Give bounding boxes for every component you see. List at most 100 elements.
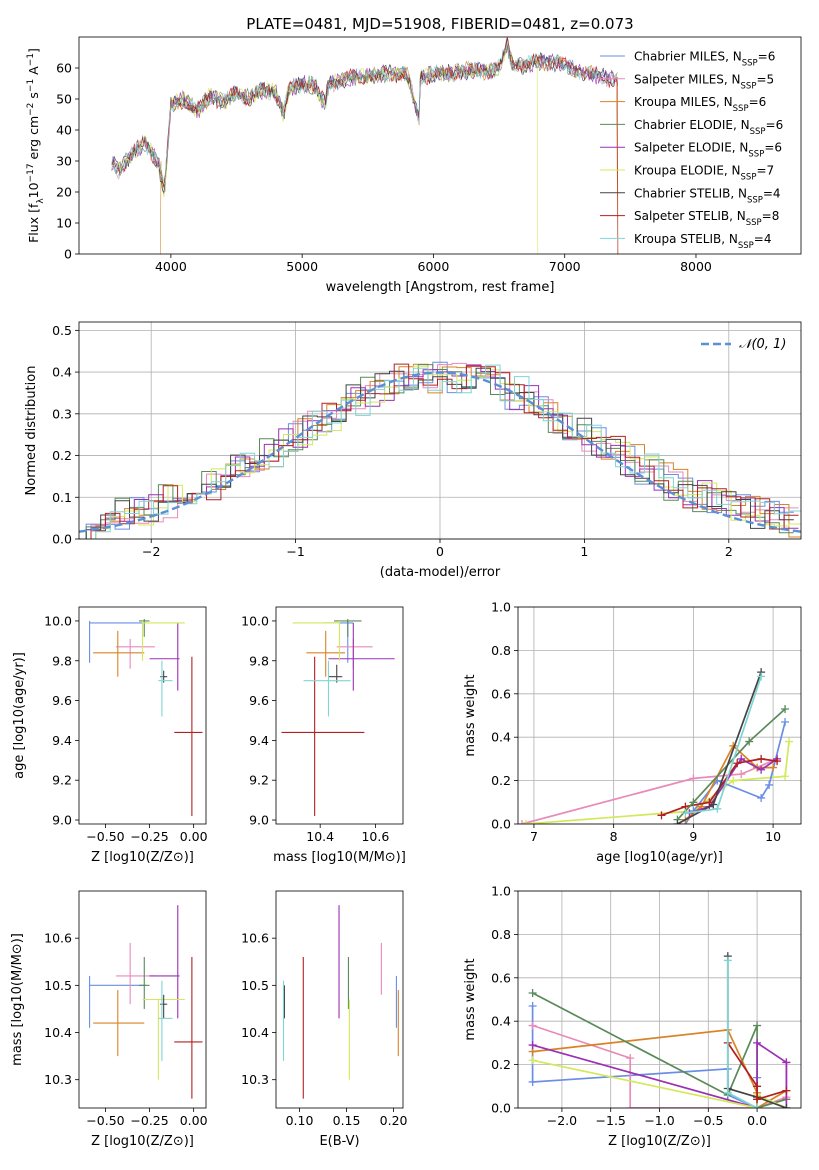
- mass-weight-marker: [528, 1077, 537, 1086]
- y-tick-label: 0.0: [491, 1101, 511, 1116]
- x-tick-label: 10.4: [306, 829, 334, 844]
- mass-weight-marker: [745, 737, 754, 746]
- legend-label-tail: =7: [756, 164, 774, 178]
- y-tick-label: 9.2: [52, 773, 72, 788]
- axes-frame: [517, 606, 802, 825]
- x-tick-label: 0.20: [380, 1113, 408, 1128]
- y-tick-label: 9.4: [249, 733, 269, 748]
- x-tick-label: −0.5: [693, 1113, 723, 1128]
- mass-weight-marker: [733, 759, 742, 768]
- y-tick-label: 9.6: [249, 693, 269, 708]
- x-tick-label: 0: [436, 544, 444, 559]
- plot-area: [518, 668, 794, 824]
- mass-weight-marker: [753, 1095, 762, 1104]
- age_vs_Z-x-axis-label: Z [log10(Z/Z⊙)]: [91, 850, 194, 865]
- mass_vs_Z-x-axis-label: Z [log10(Z/Z⊙)]: [91, 1134, 194, 1149]
- legend-label-sub: SSP: [733, 104, 749, 114]
- mass-weight-marker: [723, 1088, 732, 1097]
- legend-label-tail: =6: [764, 141, 782, 155]
- y-tick-label: 1.0: [491, 600, 511, 615]
- y-tick-label: 9.8: [52, 653, 72, 668]
- plot-area: [89, 905, 203, 1099]
- mass-vs-ebv-panel: 0.10 0.15 0.20 10.3 10.4 10.5 10.6 E(B-V): [241, 890, 408, 1149]
- y-tick-label: 9.4: [52, 733, 72, 748]
- x-tick-label: 6000: [418, 259, 450, 274]
- y-tick-label: 10.5: [241, 978, 269, 993]
- y-tick-label: 10.0: [241, 613, 269, 628]
- age-vs-mass-panel: 10.4 10.6 9.0 9.2 9.4 9.6 9.8 10.0 mass [log10(M…: [241, 606, 406, 865]
- legend-label-tail: =8: [762, 209, 780, 223]
- y-tick-label: 0.2: [491, 1057, 511, 1072]
- mass-weight-marker: [782, 1058, 791, 1067]
- plot-area: [528, 952, 791, 1108]
- mass-weight-marker: [757, 754, 766, 763]
- y-tick-label: 10.0: [44, 613, 72, 628]
- y-tick-label: 0: [64, 247, 72, 262]
- x-tick-label: 0.0: [747, 1113, 767, 1128]
- legend-label-sub: SSP: [747, 195, 763, 205]
- x-tick-label: 8000: [680, 259, 712, 274]
- x-tick-label: −0.50: [86, 829, 124, 844]
- axes-frame: [517, 890, 802, 1109]
- y-tick-label: 0.4: [491, 1014, 511, 1029]
- legend-label-normal: 𝒩(0, 1): [739, 337, 786, 352]
- y-tick-label: 10.6: [44, 931, 72, 946]
- legend-label-tail: =4: [763, 186, 781, 200]
- y-tick-label: 20: [56, 185, 72, 200]
- x-tick-label: −2: [142, 544, 160, 559]
- y-tick-label: 0.0: [491, 817, 511, 832]
- mass-weight-marker: [753, 1021, 762, 1030]
- x-tick-label: 0.15: [333, 1113, 361, 1128]
- mass-weight-marker: [681, 809, 690, 818]
- mass_vs_ebv-x-axis-label: E(B-V): [319, 1134, 359, 1149]
- x-tick-label: 4000: [155, 259, 187, 274]
- y-tick-label: 0.4: [52, 365, 72, 380]
- spectrum-line-9: [111, 40, 618, 186]
- mass-weight-marker: [518, 820, 526, 824]
- x-tick-label: 7000: [549, 259, 581, 274]
- mass-weight-marker: [753, 1082, 762, 1091]
- y-tick-label: 10.5: [44, 978, 72, 993]
- mass-weight-marker: [773, 757, 782, 766]
- legend-label-sub: SSP: [742, 59, 758, 69]
- massweight_vs_Z-x-axis-label: Z [log10(Z/Z⊙)]: [608, 1134, 711, 1149]
- x-tick-label: 8: [610, 829, 618, 844]
- x-tick-label: −0.25: [130, 1113, 168, 1128]
- x-tick-label: −0.50: [86, 1113, 124, 1128]
- legend-label-sub: SSP: [738, 241, 754, 251]
- y-tick-label: 40: [56, 123, 72, 138]
- x-tick-label: −0.25: [130, 829, 168, 844]
- x-tick-label: 0.10: [286, 1113, 314, 1128]
- mass-weight-marker: [781, 704, 790, 713]
- mass-weight-marker: [737, 770, 746, 779]
- legend-label-tail: =5: [756, 72, 774, 86]
- mass-weight-marker: [689, 774, 698, 783]
- legend-label-tail: =6: [749, 95, 767, 109]
- y-tick-label: 0.6: [491, 686, 511, 701]
- legend-label-sub: SSP: [750, 127, 766, 137]
- mass-weight-marker: [673, 820, 682, 824]
- mass_vs_Z-y-axis-label: mass [log10(M/M⊙)]: [10, 933, 25, 1066]
- x-tick-label: 10: [765, 829, 781, 844]
- axes-frame: [78, 36, 802, 255]
- x-tick-label: 2: [725, 544, 733, 559]
- y-tick-label: 0.5: [52, 323, 72, 338]
- y-tick-label: 10.6: [241, 931, 269, 946]
- x-tick-label: 7: [530, 829, 538, 844]
- mass-weight-marker: [528, 1021, 537, 1030]
- plot-area: [111, 37, 619, 254]
- mass-weight-marker: [626, 1104, 635, 1108]
- y-tick-label: 10.4: [44, 1025, 72, 1040]
- x-tick-label: −1: [286, 544, 304, 559]
- y-tick-label: 10.4: [241, 1025, 269, 1040]
- legend-label-sub: SSP: [741, 81, 757, 91]
- y-tick-label: 60: [56, 61, 72, 76]
- residuals-panel: −2 −1 0 1 2 0.0 0.1 0.2 0.3 0.4 0.5 (data-model)/er…: [24, 321, 802, 580]
- y-tick-label: 9.8: [249, 653, 269, 668]
- axes-frame: [78, 606, 207, 825]
- spectrum-x-axis-label: wavelength [Angstrom, rest frame]: [326, 280, 555, 295]
- x-tick-label: 5000: [286, 259, 318, 274]
- y-tick-label: 0.1: [52, 490, 72, 505]
- legend-label-tail: =4: [754, 232, 772, 246]
- mass-weight-marker: [689, 798, 698, 807]
